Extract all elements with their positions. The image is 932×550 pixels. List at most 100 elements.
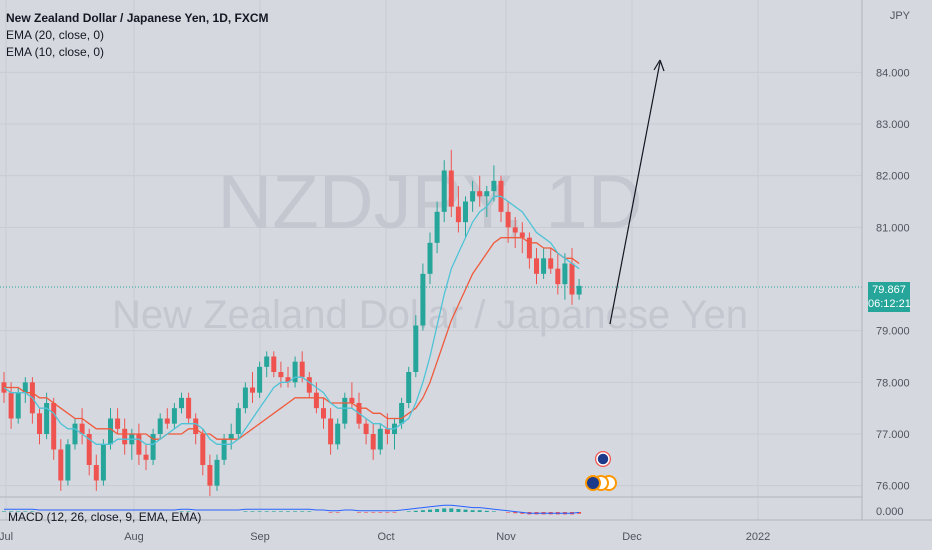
macd-histogram-bar — [378, 512, 383, 513]
candle — [179, 392, 184, 414]
candle — [122, 418, 128, 455]
candle — [576, 279, 582, 300]
macd-histogram-bar — [428, 509, 432, 512]
candle — [491, 165, 497, 202]
candle — [477, 175, 483, 207]
candle — [93, 454, 99, 491]
candle — [86, 428, 92, 476]
macd-histogram-bar — [243, 511, 248, 512]
candle — [512, 217, 518, 248]
macd-histogram-bar — [307, 511, 312, 512]
candle — [136, 423, 142, 465]
candle — [363, 418, 369, 445]
y-tick-label: 78.000 — [876, 377, 910, 389]
candle — [150, 428, 156, 465]
last-price-tag: 79.867 06:12:21 — [868, 282, 911, 312]
macd-histogram-bar — [286, 511, 290, 512]
candle — [406, 366, 412, 409]
macd-histogram-bar — [271, 511, 276, 512]
candle — [349, 382, 355, 409]
y-tick-label: 82.000 — [876, 171, 910, 183]
candle — [356, 392, 362, 429]
candle — [420, 263, 426, 331]
macd-histogram-bar — [392, 512, 397, 513]
macd-histogram-bar — [385, 512, 390, 513]
macd-histogram-bar — [463, 509, 468, 512]
macd-histogram-bar — [328, 512, 333, 513]
macd-histogram-bar — [491, 511, 496, 512]
bar-countdown: 06:12:21 — [868, 298, 911, 310]
time-axis-ticks[interactable]: Jul Aug Sep Oct Nov Dec 2022 — [0, 531, 770, 543]
y-tick-label: 76.000 — [876, 481, 910, 493]
macd-histogram-bar — [484, 510, 489, 512]
x-tick-label: 2022 — [746, 531, 770, 543]
macd-histogram-bar — [30, 511, 35, 512]
candle — [257, 361, 263, 398]
x-tick-label: Sep — [250, 531, 270, 543]
y-tick-label: 77.000 — [876, 429, 910, 441]
macd-histogram-bar — [506, 512, 511, 513]
candle — [8, 382, 14, 429]
macd-histogram-bar — [435, 509, 440, 512]
candle — [242, 382, 248, 414]
candle — [377, 423, 383, 455]
event-flags-group-icon[interactable] — [585, 475, 617, 491]
candle — [413, 315, 419, 378]
candle — [79, 408, 85, 445]
watermark-name: New Zealand Dollar / Japanese Yen — [112, 293, 748, 337]
indicator-ema-10[interactable]: EMA (10, close, 0) — [6, 45, 105, 59]
candle — [370, 423, 376, 460]
macd-indicator-label[interactable]: MACD (12, 26, close, 9, EMA, EMA) — [8, 510, 202, 524]
candle — [22, 377, 28, 403]
macd-histogram-bar — [449, 508, 454, 512]
macd-histogram-bar — [2, 511, 6, 512]
macd-histogram-bar — [264, 511, 269, 512]
macd-histogram-bar — [371, 512, 376, 513]
macd-histogram-bar — [364, 512, 369, 513]
candle — [470, 180, 476, 212]
macd-histogram-bar — [442, 508, 447, 512]
price-axis-ticks: 84.000 83.000 82.000 81.000 79.000 78.000 77.0… — [876, 67, 910, 492]
candle — [214, 454, 220, 491]
candle — [434, 201, 440, 254]
candle — [115, 408, 121, 434]
symbol-title[interactable]: New Zealand Dollar / Japanese Yen, 1D, F… — [6, 11, 269, 25]
candle — [207, 454, 213, 496]
candle — [44, 392, 50, 440]
macd-histogram-bar — [293, 511, 298, 512]
candle — [441, 160, 447, 223]
candle — [100, 439, 106, 486]
macd-histogram-bar — [186, 511, 191, 512]
candle — [271, 351, 277, 378]
candle — [37, 408, 42, 445]
projection-arrow[interactable] — [609, 59, 665, 325]
economic-event-markers[interactable] — [585, 451, 617, 491]
candle — [51, 397, 57, 460]
candle — [555, 253, 561, 295]
macd-histogram-bar — [300, 511, 305, 512]
candle — [342, 392, 348, 429]
indicator-ema-20[interactable]: EMA (20, close, 0) — [6, 28, 105, 42]
candle — [505, 201, 511, 243]
event-flag-icon[interactable] — [595, 451, 611, 467]
candle — [306, 372, 312, 398]
candle — [228, 423, 234, 450]
macd-histogram-bar — [250, 511, 255, 512]
candle — [569, 248, 575, 305]
candle — [278, 361, 284, 388]
candle — [264, 351, 270, 378]
price-axis-background[interactable] — [862, 0, 932, 550]
macd-zero-tick: 0.000 — [876, 506, 904, 518]
candle — [321, 397, 326, 429]
macd-histogram-bar — [357, 512, 361, 513]
candle — [526, 232, 532, 269]
candle — [292, 356, 298, 388]
candle — [463, 196, 468, 238]
currency-label[interactable]: JPY — [889, 10, 910, 22]
candle — [235, 403, 241, 440]
y-tick-label: 81.000 — [876, 222, 910, 234]
candle — [143, 444, 149, 471]
y-tick-label: 79.000 — [876, 326, 910, 338]
